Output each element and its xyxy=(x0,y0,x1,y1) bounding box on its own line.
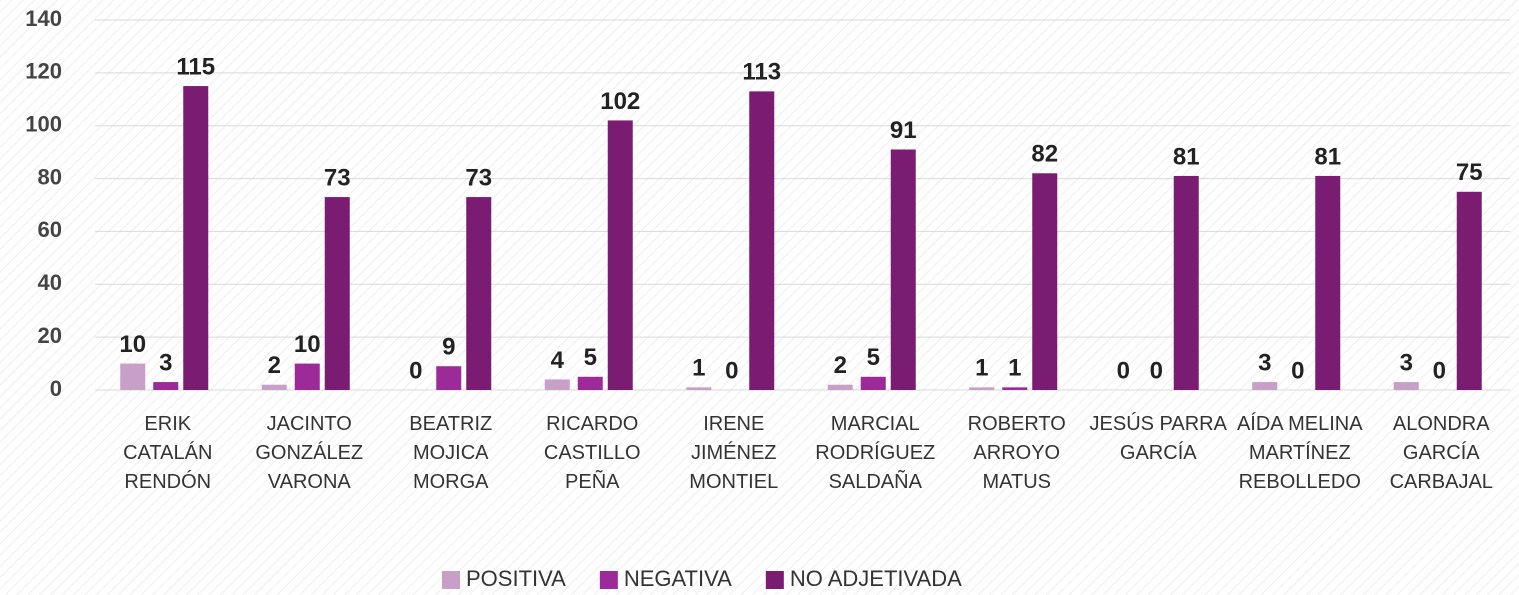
value-label: 75 xyxy=(1456,159,1483,186)
bar xyxy=(120,363,146,390)
x-tick-label: ERIK CATALÁN RENDÓN xyxy=(123,413,212,493)
value-label: 113 xyxy=(742,59,781,86)
legend-swatch xyxy=(442,571,460,589)
bar xyxy=(607,120,633,390)
legend-label: NEGATIVA xyxy=(624,566,732,591)
value-label: 4 xyxy=(551,347,565,374)
bar xyxy=(1456,191,1482,390)
value-label: 115 xyxy=(176,53,215,80)
value-label: 102 xyxy=(600,88,640,115)
x-tick-label: MARCIAL RODRÍGUEZ SALDAÑA xyxy=(815,413,935,493)
legend-label: NO ADJETIVADA xyxy=(790,566,962,591)
value-label: 0 xyxy=(1150,357,1163,384)
y-tick-label: 0 xyxy=(50,376,62,401)
bar xyxy=(969,387,995,390)
y-tick-label: 140 xyxy=(25,6,62,31)
value-label: 3 xyxy=(159,349,172,376)
y-tick-label: 20 xyxy=(38,323,62,348)
x-tick-label: BEATRIZ MOJICA MORGA xyxy=(409,413,492,493)
x-tick-label: RICARDO CASTILLO PEÑA xyxy=(544,413,641,493)
value-label: 5 xyxy=(584,344,597,371)
bar xyxy=(1315,175,1341,390)
legend-swatch xyxy=(599,571,618,589)
legend-swatch xyxy=(765,571,784,589)
value-label: 9 xyxy=(442,334,455,361)
x-tick-label: AÍDA MELINA MARTÍNEZ REBOLLEDO xyxy=(1237,412,1363,493)
bar xyxy=(1252,382,1278,390)
value-label: 91 xyxy=(890,117,917,144)
y-tick-label: 120 xyxy=(25,59,62,84)
bar xyxy=(183,86,209,391)
value-label: 1 xyxy=(975,355,988,382)
x-tick-label: ALONDRA GARCÍA CARBAJAL xyxy=(1390,413,1493,493)
bar xyxy=(1393,382,1419,390)
value-label: 1 xyxy=(1008,355,1021,382)
bar xyxy=(1173,175,1199,390)
value-label: 82 xyxy=(1031,141,1058,168)
value-label: 3 xyxy=(1400,349,1413,376)
value-label: 0 xyxy=(1117,357,1130,384)
legend-label: POSITIVA xyxy=(466,566,566,591)
value-label: 2 xyxy=(268,352,281,379)
value-label: 5 xyxy=(867,344,880,371)
value-label: 81 xyxy=(1173,143,1200,170)
value-label: 0 xyxy=(725,357,738,384)
y-tick-label: 40 xyxy=(38,270,62,295)
value-label: 0 xyxy=(1291,357,1304,384)
value-label: 10 xyxy=(119,331,146,358)
bar xyxy=(686,387,712,390)
value-label: 73 xyxy=(324,164,351,191)
x-tick-label: JACINTO GONZÁLEZ VARONA xyxy=(255,413,363,493)
y-tick-label: 80 xyxy=(38,164,62,189)
bar xyxy=(324,197,350,390)
value-label: 0 xyxy=(409,357,422,384)
value-label: 10 xyxy=(294,331,321,358)
bar xyxy=(890,149,916,390)
value-label: 2 xyxy=(834,352,847,379)
bar xyxy=(466,197,492,390)
value-label: 73 xyxy=(465,164,492,191)
x-tick-label: ROBERTO ARROYO MATUS xyxy=(968,413,1066,493)
x-tick-label: JESÚS PARRA GARCÍA xyxy=(1090,412,1228,464)
value-label: 1 xyxy=(692,355,705,382)
bar xyxy=(577,376,603,390)
bar xyxy=(294,363,320,390)
bar xyxy=(153,382,179,390)
bar xyxy=(1002,387,1028,390)
bar xyxy=(544,379,570,390)
bar xyxy=(860,376,886,390)
bar xyxy=(261,384,287,390)
y-tick-label: 60 xyxy=(38,217,62,242)
bar xyxy=(436,366,462,390)
value-label: 3 xyxy=(1258,349,1271,376)
bar xyxy=(749,91,775,390)
y-tick-label: 100 xyxy=(25,112,62,137)
x-tick-label: IRENE JIMÉNEZ MONTIEL xyxy=(689,413,778,493)
value-label: 0 xyxy=(1433,357,1446,384)
bar xyxy=(1032,173,1058,390)
value-label: 81 xyxy=(1314,143,1341,170)
bar xyxy=(827,384,853,390)
